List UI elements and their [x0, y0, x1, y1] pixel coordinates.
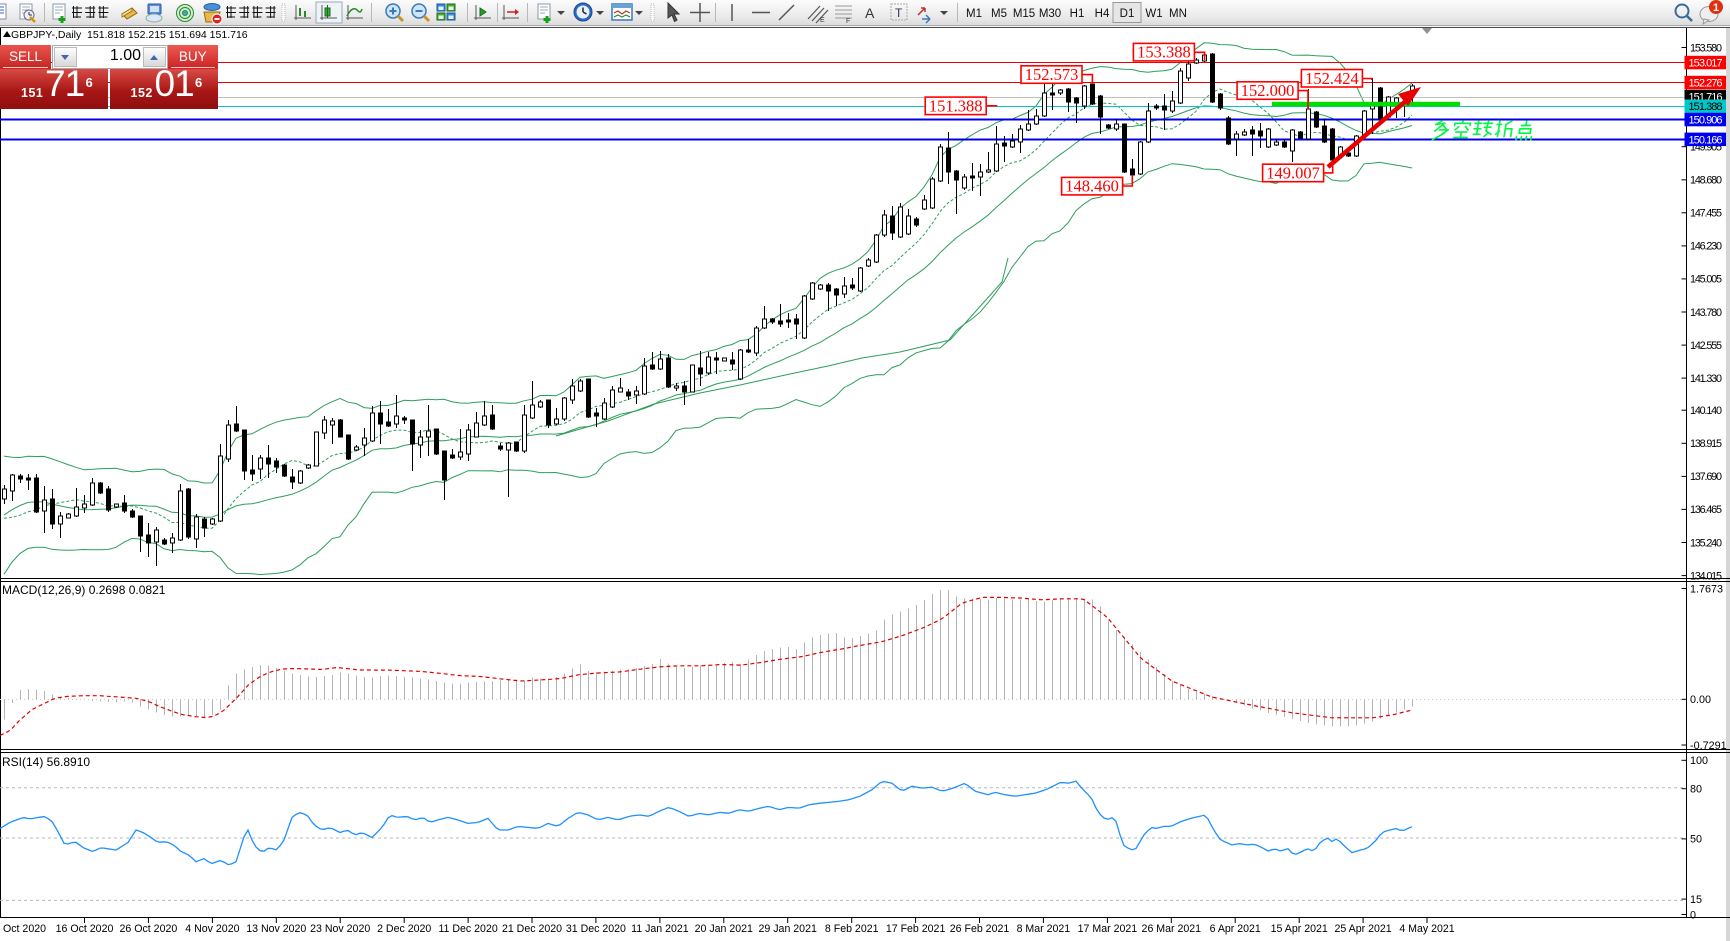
svg-text:11 Dec 2020: 11 Dec 2020 — [438, 923, 497, 935]
svg-text:26 Feb 2021: 26 Feb 2021 — [950, 923, 1010, 935]
svg-text:146.230: 146.230 — [1690, 241, 1722, 253]
svg-text:147.455: 147.455 — [1690, 208, 1722, 220]
svg-text:152.000: 152.000 — [1241, 81, 1295, 100]
svg-text:MACD(12,26,9) 0.2698 0.0821: MACD(12,26,9) 0.2698 0.0821 — [2, 583, 166, 597]
svg-text:MN: MN — [1169, 8, 1187, 20]
svg-text:A: A — [865, 5, 875, 21]
svg-text:25 Apr 2021: 25 Apr 2021 — [1335, 923, 1392, 935]
svg-text:E: E — [820, 17, 825, 24]
svg-text:141.330: 141.330 — [1690, 373, 1722, 385]
svg-text:137.690: 137.690 — [1690, 471, 1722, 483]
svg-text:142.555: 142.555 — [1690, 340, 1722, 352]
svg-text:31 Dec 2020: 31 Dec 2020 — [566, 923, 626, 935]
svg-text:0: 0 — [1690, 909, 1696, 921]
svg-text:136.465: 136.465 — [1690, 504, 1722, 516]
svg-text:16 Oct 2020: 16 Oct 2020 — [56, 923, 114, 935]
svg-text:134.015: 134.015 — [1690, 570, 1722, 582]
svg-text:8 Feb 2021: 8 Feb 2021 — [825, 923, 879, 935]
svg-text:150.166: 150.166 — [1689, 134, 1723, 146]
svg-text:153.017: 153.017 — [1689, 58, 1723, 70]
svg-text:148.460: 148.460 — [1065, 177, 1119, 196]
svg-text:M15: M15 — [1013, 8, 1035, 20]
svg-text:17 Feb 2021: 17 Feb 2021 — [886, 923, 946, 935]
svg-text:143.780: 143.780 — [1690, 307, 1722, 319]
svg-text:M30: M30 — [1039, 8, 1061, 20]
svg-text:21 Dec 2020: 21 Dec 2020 — [502, 923, 562, 935]
svg-text:13 Nov 2020: 13 Nov 2020 — [246, 923, 306, 935]
svg-text:17 Mar 2021: 17 Mar 2021 — [1078, 923, 1138, 935]
svg-text:8 Mar 2021: 8 Mar 2021 — [1017, 923, 1071, 935]
svg-text:1.7673: 1.7673 — [1690, 583, 1723, 595]
svg-text:135.240: 135.240 — [1690, 537, 1722, 549]
svg-text:RSI(14) 56.8910: RSI(14) 56.8910 — [2, 755, 90, 769]
svg-text:153.388: 153.388 — [1137, 43, 1191, 62]
svg-text:20 Jan 2021: 20 Jan 2021 — [695, 923, 753, 935]
svg-text:15: 15 — [1690, 894, 1702, 906]
svg-text:W1: W1 — [1145, 8, 1162, 20]
svg-text:26 Oct 2020: 26 Oct 2020 — [120, 923, 178, 935]
svg-text:80: 80 — [1690, 784, 1702, 796]
svg-text:15 Apr 2021: 15 Apr 2021 — [1271, 923, 1328, 935]
svg-text:152.276: 152.276 — [1689, 78, 1723, 90]
svg-text:4 Nov 2020: 4 Nov 2020 — [185, 923, 239, 935]
svg-text:150.906: 150.906 — [1689, 115, 1723, 127]
svg-text:153.580: 153.580 — [1690, 42, 1722, 54]
svg-text:4 May 2021: 4 May 2021 — [1399, 923, 1454, 935]
svg-text:H1: H1 — [1070, 8, 1085, 20]
svg-text:23 Nov 2020: 23 Nov 2020 — [310, 923, 370, 935]
svg-text:152.573: 152.573 — [1025, 65, 1079, 84]
svg-text:151.388: 151.388 — [1689, 101, 1723, 113]
svg-text:152.424: 152.424 — [1305, 69, 1359, 88]
svg-text:-0.7291: -0.7291 — [1690, 740, 1727, 752]
svg-text:M1: M1 — [966, 8, 982, 20]
svg-text:T: T — [895, 6, 903, 20]
svg-text:H4: H4 — [1095, 8, 1110, 20]
svg-text:145.005: 145.005 — [1690, 274, 1722, 286]
svg-text:26 Mar 2021: 26 Mar 2021 — [1142, 923, 1202, 935]
svg-text:Oct 2020: Oct 2020 — [3, 923, 46, 935]
svg-text:151.388: 151.388 — [929, 96, 983, 115]
svg-text:29 Jan 2021: 29 Jan 2021 — [759, 923, 817, 935]
svg-text:149.007: 149.007 — [1266, 163, 1320, 182]
svg-text:2 Dec 2020: 2 Dec 2020 — [377, 923, 431, 935]
svg-text:1: 1 — [1713, 2, 1719, 14]
svg-text:6 Apr 2021: 6 Apr 2021 — [1210, 923, 1261, 935]
svg-text:F: F — [846, 18, 850, 25]
svg-text:138.915: 138.915 — [1690, 438, 1722, 450]
svg-text:100: 100 — [1690, 755, 1708, 767]
svg-text:M5: M5 — [991, 8, 1007, 20]
svg-text:148.680: 148.680 — [1690, 175, 1722, 187]
svg-text:50: 50 — [1690, 834, 1702, 846]
svg-text:140.140: 140.140 — [1690, 405, 1722, 417]
svg-text:0.00: 0.00 — [1690, 694, 1711, 706]
svg-text:11 Jan 2021: 11 Jan 2021 — [631, 923, 689, 935]
svg-text:D1: D1 — [1120, 8, 1135, 20]
